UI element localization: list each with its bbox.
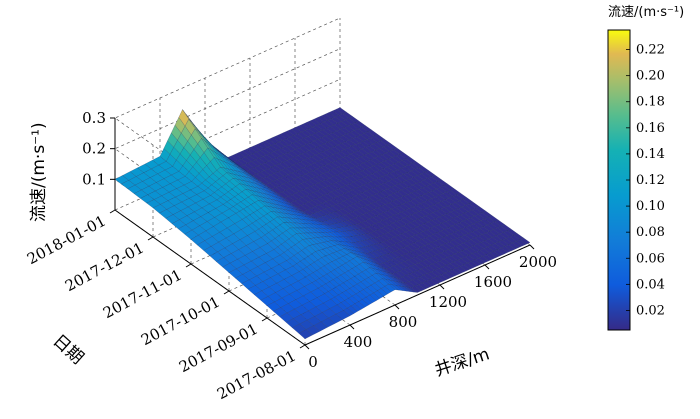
colorbar-tick-label: 0.02 <box>636 303 665 318</box>
x-tick-mark <box>484 264 490 270</box>
x-tick-mark <box>394 304 400 310</box>
y-tick-mark <box>261 317 268 322</box>
colorbar-tick-label: 0.22 <box>636 43 665 58</box>
x-tick-mark <box>349 324 355 330</box>
y-tick-mark <box>223 290 230 295</box>
x-tick-label: 400 <box>344 333 373 351</box>
y-tick-label: 2017-08-01 <box>214 347 299 403</box>
y-tick-mark <box>109 209 116 214</box>
x-axis-title: 井深/m <box>432 344 492 380</box>
y-axis-title: 日期 <box>49 331 88 369</box>
y-tick-mark <box>299 344 306 349</box>
grid-line <box>114 17 341 254</box>
y-tick-mark <box>147 236 154 241</box>
y-tick-label: 2017-10-01 <box>138 293 223 349</box>
x-tick-mark <box>439 284 445 290</box>
colorbar-tick-label: 0.08 <box>636 225 665 240</box>
y-tick-mark <box>185 263 192 268</box>
colorbar-title: 流速/(m·s⁻¹) <box>608 5 684 20</box>
y-tick-label: 2017-12-01 <box>62 239 147 295</box>
x-tick-label: 1200 <box>429 293 467 311</box>
colorbar: 流速/(m·s⁻¹) 0.02 0.04 0.06 0.08 0.10 0.12 0.14 0… <box>607 5 684 331</box>
colorbar-tick-label: 0.10 <box>636 199 665 214</box>
z-tick-label: 0.2 <box>82 140 106 158</box>
x-tick-label: 800 <box>389 313 418 331</box>
colorbar-tick-label: 0.06 <box>636 251 665 266</box>
y-tick-label: 2017-09-01 <box>176 320 261 376</box>
x-tick-label: 0 <box>308 353 318 371</box>
colorbar-tick-label: 0.20 <box>636 69 665 84</box>
x-tick-label: 1600 <box>474 273 512 291</box>
grid-line <box>114 48 341 284</box>
x-axis-line <box>304 244 531 346</box>
x-tick-mark <box>304 344 310 350</box>
colorbar-tick-label: 0.18 <box>636 95 665 110</box>
surface-cell <box>519 237 531 245</box>
colorbar-tick-label: 0.16 <box>636 121 665 136</box>
colorbar-tick-label: 0.14 <box>636 147 665 162</box>
y-tick-label: 2017-11-01 <box>100 266 185 322</box>
z-tick-label: 0.3 <box>82 109 106 127</box>
z-axis-title: 流速/(m·s⁻¹) <box>29 122 49 222</box>
y-axis-line <box>114 209 306 346</box>
x-tick-label: 2000 <box>519 253 557 271</box>
x-tick-mark <box>529 244 535 250</box>
grid-line <box>114 78 341 315</box>
surface-mesh <box>114 107 531 340</box>
z-tick-label: 0.1 <box>82 170 106 188</box>
colorbar-tick-label: 0.12 <box>636 173 665 188</box>
colorbar-tick-label: 0.04 <box>636 277 665 292</box>
